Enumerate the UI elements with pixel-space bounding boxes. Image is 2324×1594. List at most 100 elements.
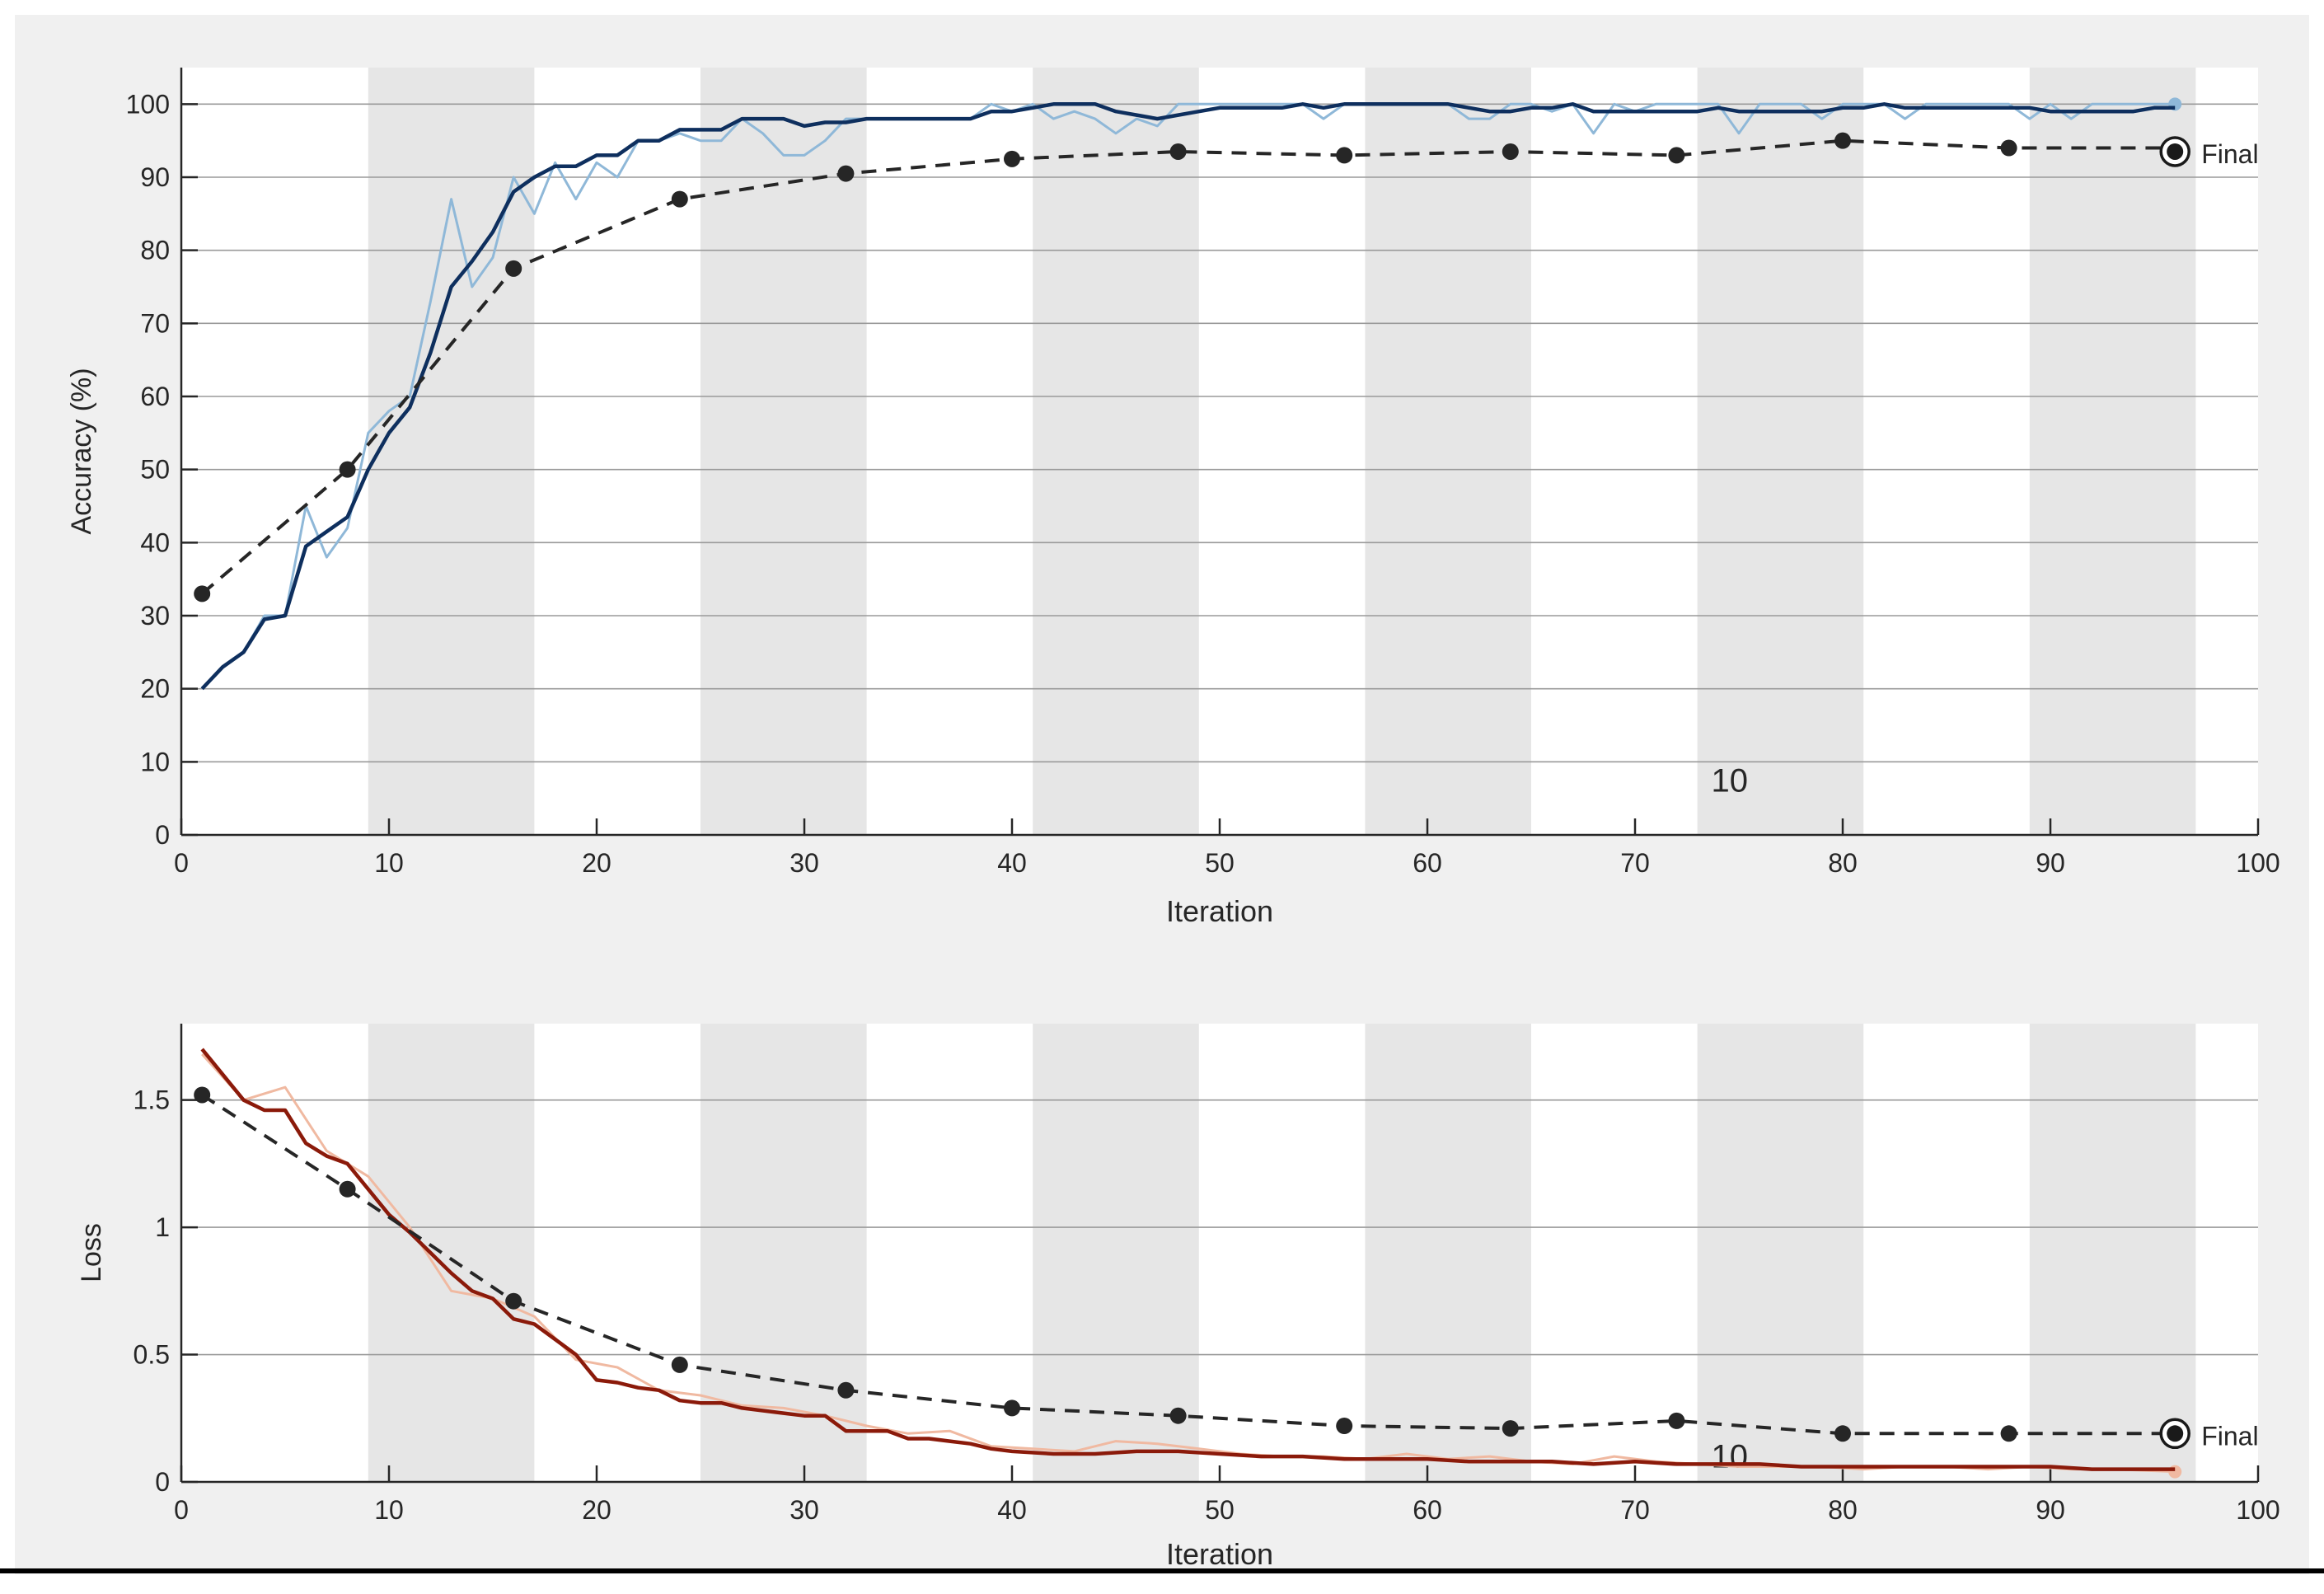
accuracy-epoch-band <box>2029 68 2196 835</box>
loss-y-axis-label: Loss <box>76 1223 107 1282</box>
accuracy-final-dot <box>2167 143 2184 160</box>
accuracy-validation-point <box>1502 143 1519 160</box>
accuracy-x-tick-labels: 0 10 20 30 40 50 60 70 80 90 100 <box>174 848 2280 878</box>
accuracy-validation-point <box>837 165 855 182</box>
accuracy-x-tick-label: 50 <box>1205 848 1235 878</box>
loss-x-tick-labels: 0 10 20 30 40 50 60 70 80 90 100 <box>174 1495 2280 1525</box>
accuracy-final-label: Final <box>2201 139 2258 169</box>
loss-validation-point <box>837 1381 855 1399</box>
loss-validation-point <box>1169 1407 1187 1424</box>
loss-validation-point <box>671 1356 688 1373</box>
accuracy-y-tick-label: 80 <box>140 236 170 265</box>
accuracy-validation-point <box>2000 139 2017 157</box>
loss-epoch-band <box>368 1024 535 1482</box>
accuracy-y-axis-label: Accuracy (%) <box>66 368 97 534</box>
loss-x-tick-label: 100 <box>2236 1495 2279 1525</box>
accuracy-x-tick-label: 20 <box>582 848 611 878</box>
loss-validation-point <box>1668 1412 1685 1429</box>
loss-validation-point <box>2000 1425 2017 1442</box>
loss-y-tick-labels: 0 0.5 1 1.5 <box>134 1085 170 1497</box>
accuracy-axes <box>180 68 2260 837</box>
accuracy-validation-point <box>1169 143 1187 160</box>
accuracy-training-smoothed-line <box>200 102 2176 691</box>
loss-validation-point <box>194 1086 211 1104</box>
accuracy-x-tick-label: 10 <box>374 848 404 878</box>
accuracy-x-tick-label: 90 <box>2036 848 2065 878</box>
accuracy-y-tick-label: 10 <box>140 747 170 776</box>
loss-x-tick-label: 70 <box>1620 1495 1650 1525</box>
loss-training-smoothed-line <box>200 1048 2176 1471</box>
loss-x-tick-label: 60 <box>1413 1495 1442 1525</box>
accuracy-epoch-bands <box>368 68 2196 835</box>
accuracy-validation-point <box>505 260 522 277</box>
loss-axes <box>180 1024 2260 1484</box>
loss-x-tick-label: 0 <box>174 1495 189 1525</box>
accuracy-x-tick-label: 100 <box>2236 848 2279 878</box>
accuracy-validation-point <box>1668 147 1685 164</box>
accuracy-validation-point <box>1336 147 1353 164</box>
accuracy-y-tick-label: 90 <box>140 162 170 192</box>
accuracy-y-tick-labels: 0 10 20 30 40 50 60 70 80 90 100 <box>126 89 170 850</box>
loss-validation-point <box>1004 1399 1020 1417</box>
accuracy-y-tick-label: 100 <box>126 89 170 119</box>
accuracy-grid <box>181 103 2258 763</box>
accuracy-y-tick-label: 20 <box>140 674 170 704</box>
accuracy-validation-point <box>1834 132 1851 149</box>
accuracy-x-tick-label: 60 <box>1413 848 1442 878</box>
loss-y-tick-label: 1 <box>155 1212 170 1242</box>
loss-x-tick-label: 80 <box>1828 1495 1858 1525</box>
accuracy-y-tick-label: 30 <box>140 601 170 631</box>
loss-x-tick-label: 50 <box>1205 1495 1235 1525</box>
loss-validation-point <box>505 1292 522 1310</box>
accuracy-final-marker <box>2159 136 2190 167</box>
loss-plot: 0 0.5 1 1.5 0 10 20 30 40 50 60 70 80 90 100 Iteratio… <box>76 1024 2280 1571</box>
accuracy-epoch-band <box>368 68 535 835</box>
loss-y-tick-label: 0.5 <box>134 1340 170 1370</box>
accuracy-validation-point <box>1004 150 1020 167</box>
accuracy-epoch-label: 10 <box>1712 763 1749 799</box>
loss-x-tick-label: 20 <box>582 1495 611 1525</box>
loss-x-tick-label: 10 <box>374 1495 404 1525</box>
loss-epoch-label: 10 <box>1712 1439 1749 1475</box>
loss-epoch-band <box>1697 1024 1864 1482</box>
loss-final-label: Final <box>2201 1421 2258 1451</box>
accuracy-validation-point <box>194 585 211 602</box>
loss-validation-point <box>1502 1420 1519 1437</box>
loss-final-dot <box>2167 1425 2184 1442</box>
accuracy-y-tick-label: 50 <box>140 455 170 485</box>
loss-final-marker <box>2159 1418 2190 1450</box>
loss-validation-point <box>339 1180 356 1198</box>
accuracy-x-tick-label: 70 <box>1620 848 1650 878</box>
loss-x-tick-label: 90 <box>2036 1495 2065 1525</box>
loss-grid <box>181 1099 2258 1356</box>
accuracy-x-tick-label: 40 <box>997 848 1027 878</box>
loss-x-axis-label: Iteration <box>1166 1537 1273 1571</box>
accuracy-validation-point <box>671 190 688 208</box>
loss-epoch-band <box>1365 1024 1531 1482</box>
accuracy-epoch-band <box>700 68 867 835</box>
loss-x-tick-label: 30 <box>790 1495 819 1525</box>
loss-y-tick-label: 0 <box>155 1467 170 1497</box>
accuracy-epoch-band <box>1033 68 1199 835</box>
accuracy-training-raw-line <box>201 102 2176 690</box>
accuracy-y-tick-label: 60 <box>140 382 170 411</box>
accuracy-x-tick-label: 80 <box>1828 848 1858 878</box>
loss-validation-point <box>1336 1418 1353 1435</box>
loss-validation-point <box>1834 1425 1851 1442</box>
accuracy-y-tick-label: 70 <box>140 308 170 338</box>
loss-x-tick-label: 40 <box>997 1495 1027 1525</box>
accuracy-y-tick-label: 0 <box>155 820 170 850</box>
loss-epoch-band <box>2029 1024 2196 1482</box>
accuracy-y-tick-label: 40 <box>140 527 170 557</box>
accuracy-epoch-band <box>1365 68 1531 835</box>
accuracy-plot: 0 10 20 30 40 50 60 70 80 90 100 0 10 20 30 40 50 60 70 80… <box>66 68 2280 928</box>
loss-training-end-point <box>2168 1465 2182 1479</box>
loss-series <box>194 1048 2184 1479</box>
accuracy-x-tick-label: 30 <box>790 848 819 878</box>
accuracy-epoch-band <box>1697 68 1864 835</box>
accuracy-x-axis-label: Iteration <box>1166 894 1273 928</box>
loss-y-tick-label: 1.5 <box>134 1085 170 1115</box>
accuracy-series <box>194 97 2184 691</box>
